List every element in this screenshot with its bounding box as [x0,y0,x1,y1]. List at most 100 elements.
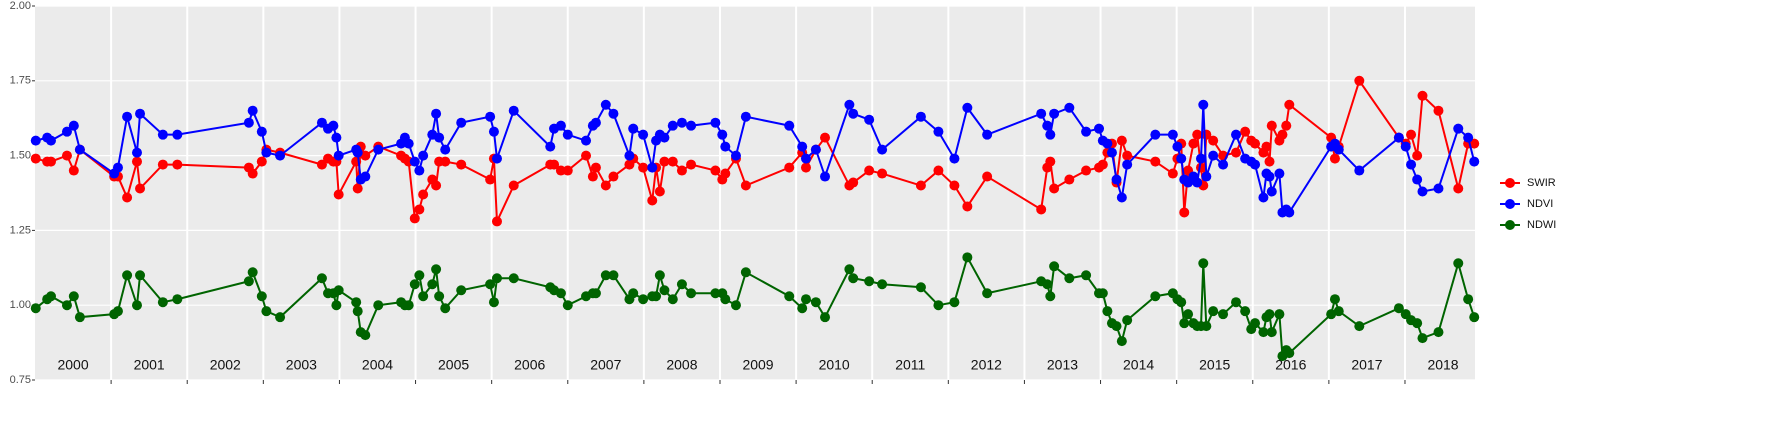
year-label: 2000 [57,357,88,373]
point [68,291,79,302]
point [485,174,496,185]
point [982,288,993,299]
point [491,273,502,284]
point [328,120,339,131]
point [1064,273,1075,284]
point [488,126,499,137]
year-label: 2013 [1047,357,1078,373]
point [440,303,451,314]
point [1240,126,1251,137]
point [784,291,795,302]
point [659,156,670,167]
point [485,279,496,290]
point [730,150,741,161]
point [1329,294,1340,305]
point [1198,99,1209,110]
year-label: 2002 [210,357,241,373]
point [1274,309,1285,320]
point [1081,270,1092,281]
point [740,180,751,191]
point [456,285,467,296]
point [1201,171,1212,182]
point [1106,147,1117,158]
point [247,105,258,116]
point [628,288,639,299]
year-label: 2007 [590,357,621,373]
point [1354,75,1365,86]
point [431,264,442,275]
point [590,117,601,128]
point [434,291,445,302]
year-label: 2017 [1351,357,1382,373]
point [1045,291,1056,302]
y-tick-label: 1.25 [10,224,31,236]
point [1036,204,1047,215]
point [414,204,425,215]
point [581,135,592,146]
point [1201,321,1212,332]
point [131,300,142,311]
point [844,99,855,110]
point [848,108,859,119]
point [1393,132,1404,143]
point [1176,153,1187,164]
point [440,156,451,167]
point [131,156,142,167]
point [720,294,731,305]
point [608,270,619,281]
year-label: 2005 [438,357,469,373]
point [949,153,960,164]
point [1284,99,1295,110]
point [256,156,267,167]
point [810,144,821,155]
point [1102,306,1113,317]
point [172,294,183,305]
point [1417,186,1428,197]
point [1179,207,1190,218]
y-tick-label: 1.00 [10,299,31,311]
year-label: 2008 [666,357,697,373]
point [710,288,721,299]
point [409,213,420,224]
point [800,153,811,164]
point [157,297,168,308]
point [316,273,327,284]
point [247,267,258,278]
point [414,270,425,281]
point [45,156,56,167]
point [74,312,85,323]
point [600,99,611,110]
point [243,276,254,287]
point [135,183,146,194]
point [352,183,363,194]
point [581,150,592,161]
point [30,135,41,146]
point [628,123,639,134]
point [1167,168,1178,179]
point [1218,309,1229,320]
point [1179,318,1190,329]
point [1469,138,1480,149]
y-tick-label: 0.75 [10,374,31,386]
point [1354,321,1365,332]
point [549,159,560,170]
point [638,162,649,173]
point [275,312,286,323]
point [1250,318,1261,329]
point [247,168,258,179]
point [676,279,687,290]
point [434,132,445,143]
point [730,300,741,311]
point [333,189,344,200]
point [440,144,451,155]
point [800,294,811,305]
point [1064,174,1075,185]
point [720,141,731,152]
point [962,201,973,212]
point [608,108,619,119]
point [1333,306,1344,317]
point [331,300,342,311]
point [1326,309,1337,320]
point [720,168,731,179]
